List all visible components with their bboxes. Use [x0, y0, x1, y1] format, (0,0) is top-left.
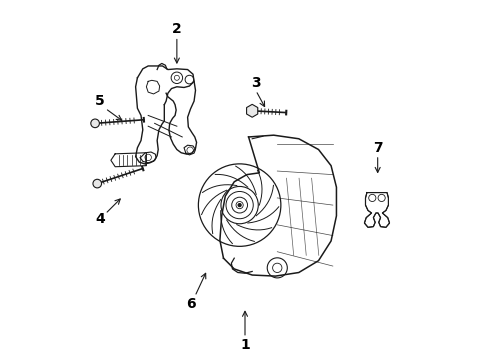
Text: 3: 3 [251, 76, 261, 90]
Text: 4: 4 [95, 212, 105, 226]
Text: 7: 7 [373, 141, 383, 155]
Circle shape [93, 179, 101, 188]
Text: 5: 5 [95, 94, 105, 108]
Circle shape [91, 119, 99, 128]
Text: 1: 1 [240, 338, 250, 352]
Circle shape [238, 204, 241, 207]
Text: 2: 2 [172, 22, 182, 36]
Polygon shape [246, 104, 258, 117]
Text: 6: 6 [186, 297, 196, 311]
Polygon shape [365, 193, 390, 227]
